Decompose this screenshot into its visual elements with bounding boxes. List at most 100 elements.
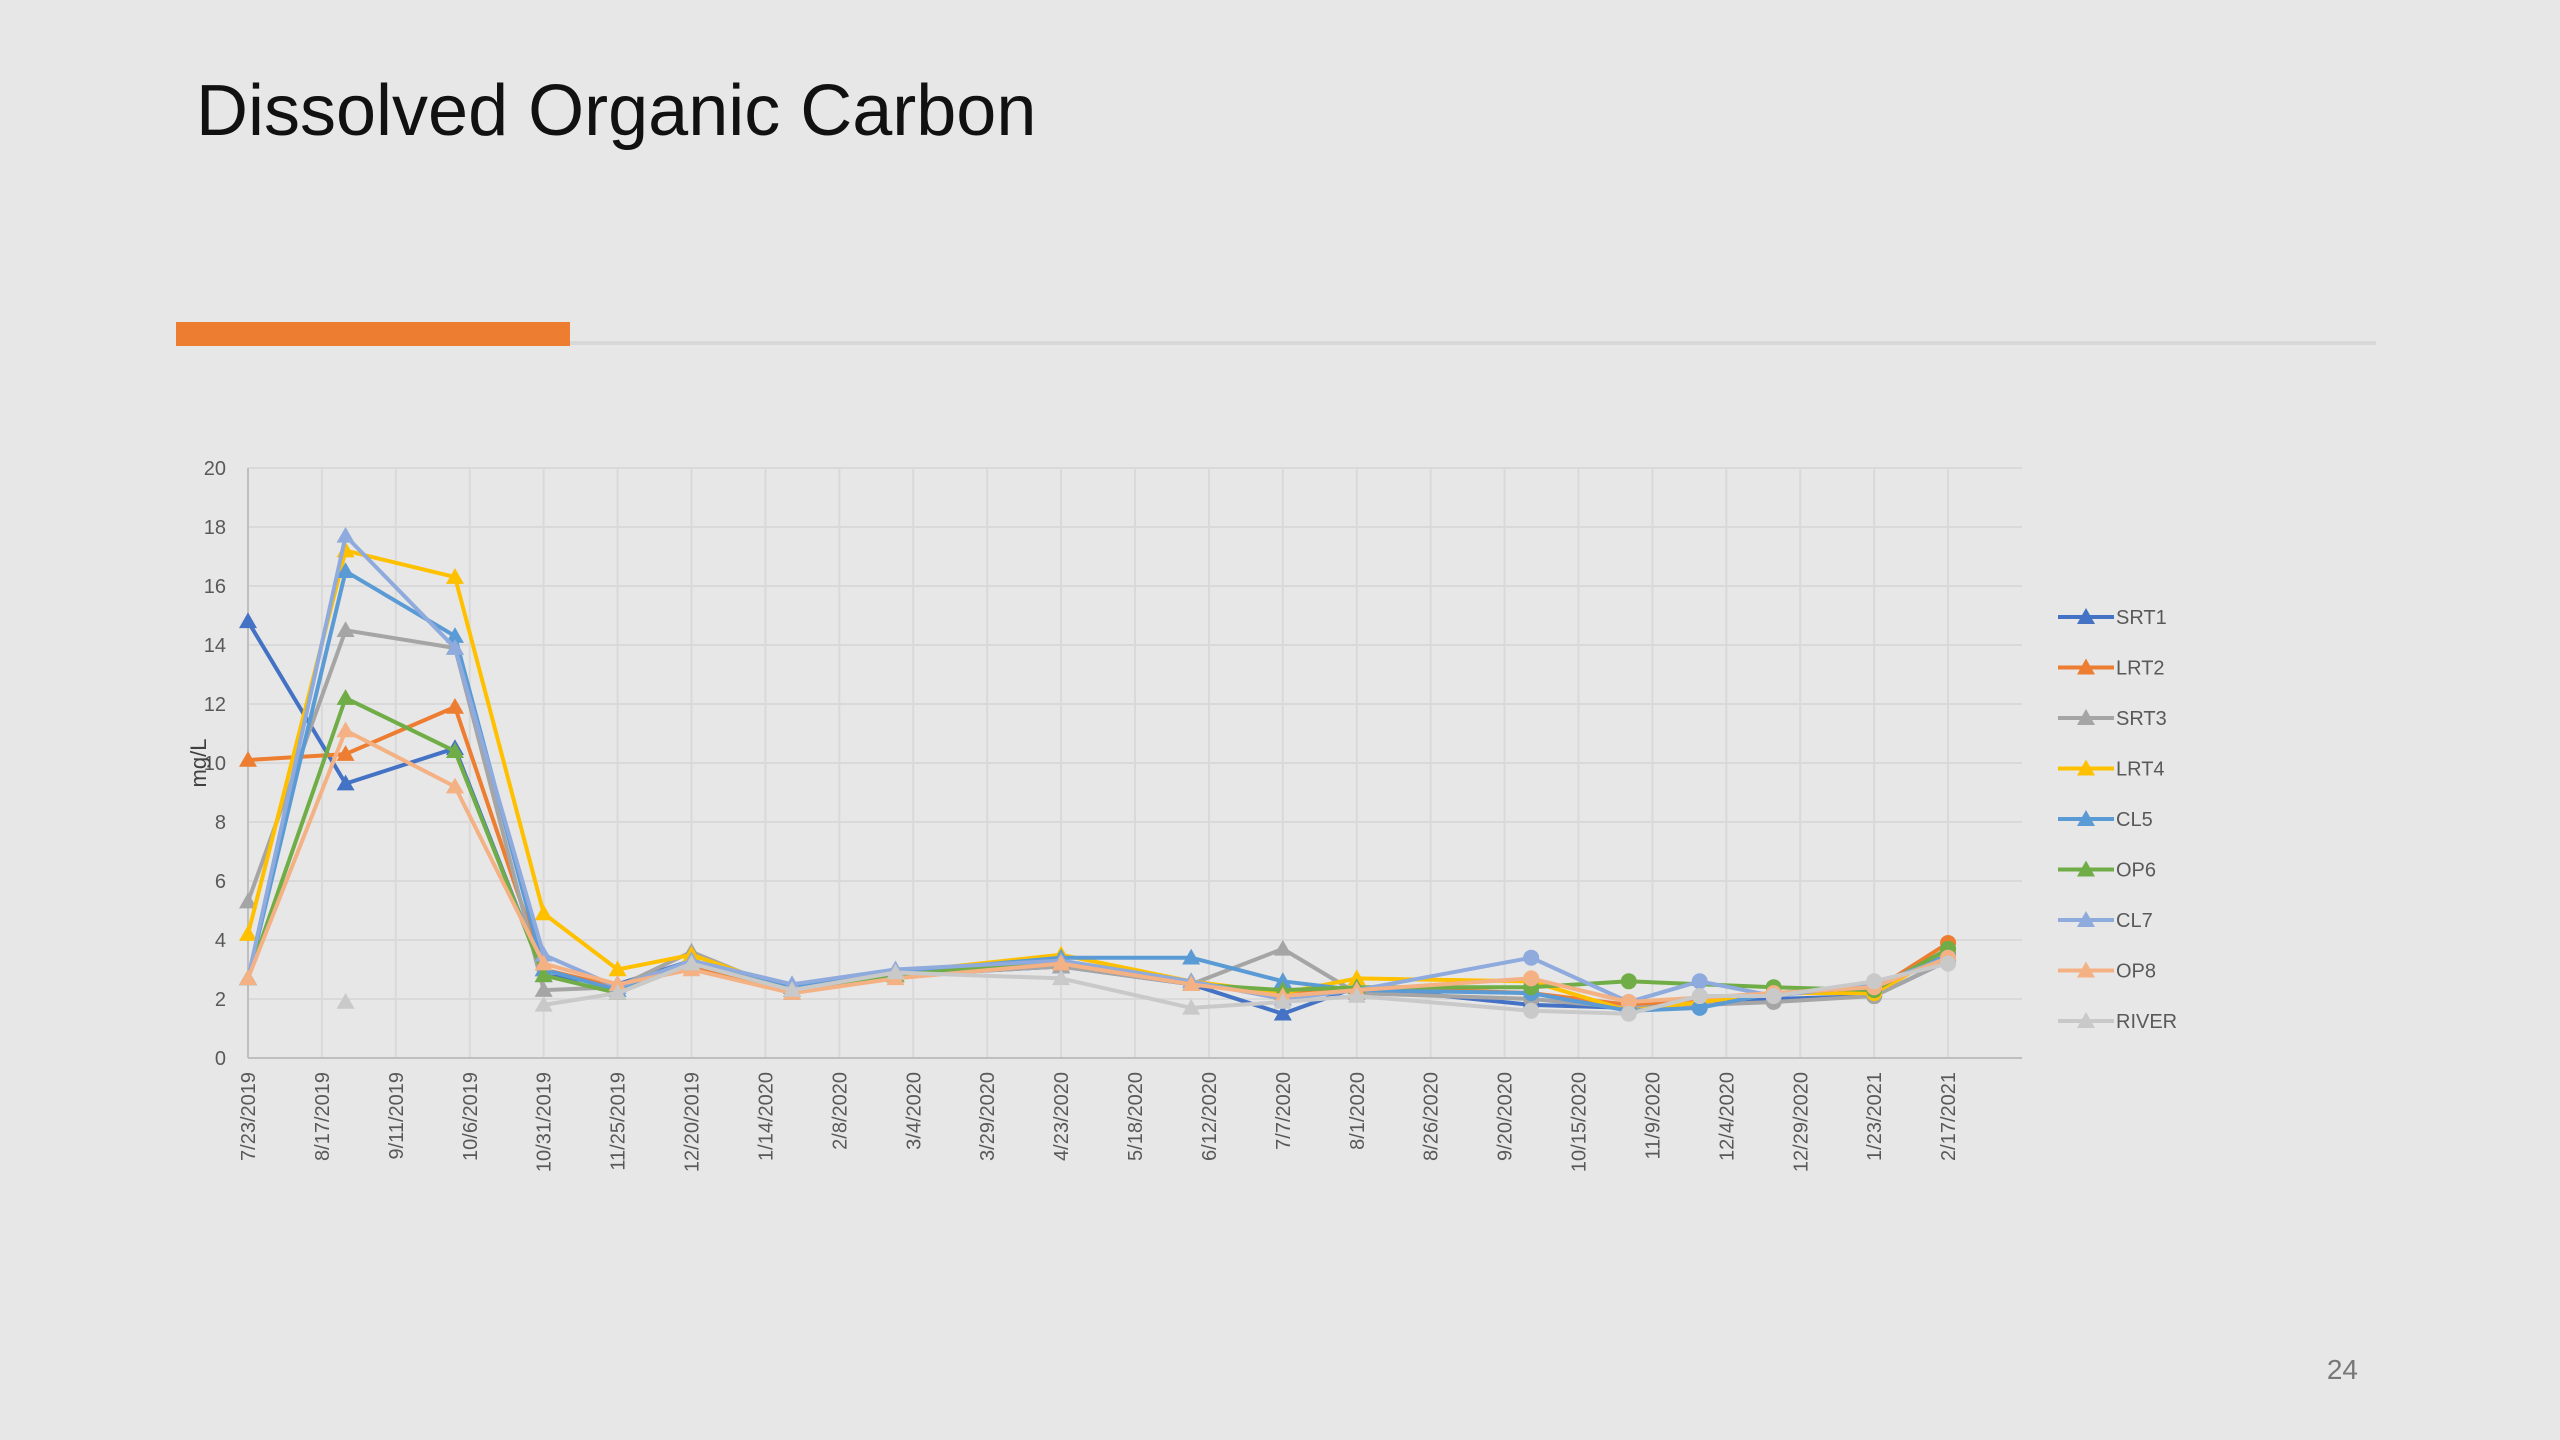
title-divider-line — [570, 341, 2376, 345]
legend-label: LRT4 — [2116, 759, 2165, 781]
series-marker-triangle — [1273, 992, 1292, 1009]
y-tick-label: 4 — [215, 930, 226, 952]
x-tick-label: 11/9/2020 — [1642, 1072, 1664, 1160]
series-line — [246, 533, 1949, 1004]
series-marker-triangle — [682, 954, 701, 971]
legend-swatch-marker — [2077, 860, 2095, 877]
legend-label: RIVER — [2116, 1011, 2177, 1033]
series-marker-triangle — [239, 612, 257, 629]
series-marker-triangle — [336, 562, 355, 578]
x-tick-label: 6/12/2020 — [1199, 1072, 1221, 1161]
x-tick-label: 12/4/2020 — [1716, 1072, 1738, 1161]
x-tick-label: 11/25/2019 — [608, 1072, 630, 1171]
series-marker-triangle — [1273, 939, 1292, 956]
series-marker-dot — [1523, 970, 1540, 987]
x-tick-label: 4/23/2020 — [1051, 1072, 1073, 1161]
series-line — [246, 548, 1950, 1013]
legend-label: SRT3 — [2116, 708, 2167, 730]
series-marker-triangle — [336, 774, 355, 791]
y-tick-label: 6 — [215, 871, 226, 893]
legend-item-cl5: CL5 — [2058, 809, 2153, 831]
x-tick-label: 10/31/2019 — [534, 1072, 556, 1172]
series-marker-triangle — [1182, 975, 1201, 991]
series-marker-triangle — [534, 995, 553, 1012]
y-tick-label: 18 — [204, 517, 226, 539]
series-marker-dot — [1691, 988, 1708, 1005]
legend-swatch-marker — [2077, 608, 2095, 624]
legend-item-cl7: CL7 — [2058, 910, 2153, 932]
x-tick-label: 9/20/2020 — [1495, 1072, 1517, 1161]
y-tick-label: 16 — [204, 576, 226, 598]
y-axis-label: mg/L — [186, 739, 211, 788]
series-marker-triangle — [336, 992, 355, 1009]
legend-swatch-marker — [2077, 911, 2095, 927]
series-marker-triangle — [336, 689, 355, 705]
legend-item-op6: OP6 — [2058, 860, 2156, 882]
x-tick-label: 9/11/2019 — [386, 1072, 408, 1160]
y-tick-label: 14 — [204, 635, 226, 657]
series-marker-dot — [1940, 955, 1957, 972]
chart-series — [239, 526, 1957, 1022]
x-tick-label: 8/26/2020 — [1421, 1072, 1443, 1161]
x-tick-label: 2/17/2021 — [1938, 1072, 1960, 1161]
x-tick-label: 10/6/2019 — [460, 1072, 482, 1161]
series-marker-dot — [1866, 973, 1883, 990]
x-tick-label: 7/23/2019 — [238, 1072, 260, 1161]
series-marker-triangle — [336, 621, 355, 637]
legend-item-srt3: SRT3 — [2058, 708, 2167, 730]
series-marker-triangle — [239, 969, 257, 986]
series-marker-triangle — [608, 960, 627, 977]
legend-item-lrt2: LRT2 — [2058, 658, 2165, 680]
x-tick-label: 12/20/2019 — [682, 1072, 704, 1172]
x-tick-label: 7/7/2020 — [1273, 1072, 1295, 1150]
slide-title: Dissolved Organic Carbon — [196, 71, 1037, 151]
series-marker-triangle — [1273, 972, 1292, 989]
x-tick-label: 12/29/2020 — [1790, 1072, 1812, 1172]
chart-legend: SRT1 LRT2 SRT3 LRT4 CL5 OP6 CL7 OP8 RIVER — [2058, 607, 2177, 1033]
y-tick-labels: 0 2 4 6 8 10 12 14 16 18 20 — [204, 458, 226, 1070]
series-cl7 — [239, 526, 1957, 1010]
series-marker-triangle — [534, 904, 553, 921]
legend-item-op8: OP8 — [2058, 961, 2156, 983]
legend-label: CL5 — [2116, 809, 2153, 831]
series-line — [246, 569, 1949, 1013]
series-marker-triangle — [445, 777, 464, 794]
legend-label: OP6 — [2116, 860, 2156, 882]
series-river — [336, 954, 1957, 1022]
series-marker-dot — [1523, 949, 1540, 966]
series-marker-triangle — [534, 981, 553, 997]
title-accent-bar — [176, 322, 570, 346]
x-tick-label: 1/14/2020 — [755, 1072, 777, 1161]
series-marker-triangle — [336, 526, 355, 543]
y-tick-label: 10 — [204, 753, 226, 775]
x-tick-label: 2/8/2020 — [829, 1072, 851, 1150]
series-marker-triangle — [336, 745, 355, 761]
x-tick-label: 10/15/2020 — [1569, 1072, 1591, 1172]
x-tick-label: 1/23/2021 — [1864, 1072, 1886, 1161]
x-tick-label: 3/29/2020 — [977, 1072, 999, 1161]
series-marker-triangle — [608, 975, 627, 991]
series-marker-triangle — [239, 751, 257, 767]
series-marker-triangle — [886, 963, 905, 980]
series-marker-dot — [1523, 1002, 1540, 1019]
series-marker-dot — [1765, 988, 1782, 1005]
series-marker-triangle — [239, 925, 257, 941]
y-tick-label: 0 — [215, 1048, 226, 1070]
series-marker-dot — [1620, 1005, 1637, 1022]
y-tick-label: 20 — [204, 458, 226, 480]
series-marker-dot — [1620, 973, 1637, 990]
legend-swatch-marker — [2077, 1012, 2095, 1028]
x-tick-label: 8/1/2020 — [1347, 1072, 1369, 1150]
series-marker-triangle — [1182, 948, 1201, 965]
legend-item-river: RIVER — [2058, 1011, 2177, 1033]
series-marker-triangle — [608, 984, 627, 1000]
chart-gridlines — [248, 467, 2022, 1058]
x-tick-label: 3/4/2020 — [903, 1072, 925, 1150]
legend-label: OP8 — [2116, 961, 2156, 983]
x-tick-label: 5/18/2020 — [1125, 1072, 1147, 1161]
y-tick-label: 12 — [204, 694, 226, 716]
legend-label: LRT2 — [2116, 658, 2165, 680]
series-marker-triangle — [1347, 987, 1366, 1003]
series-marker-triangle — [336, 721, 355, 738]
series-marker-triangle — [445, 742, 464, 758]
